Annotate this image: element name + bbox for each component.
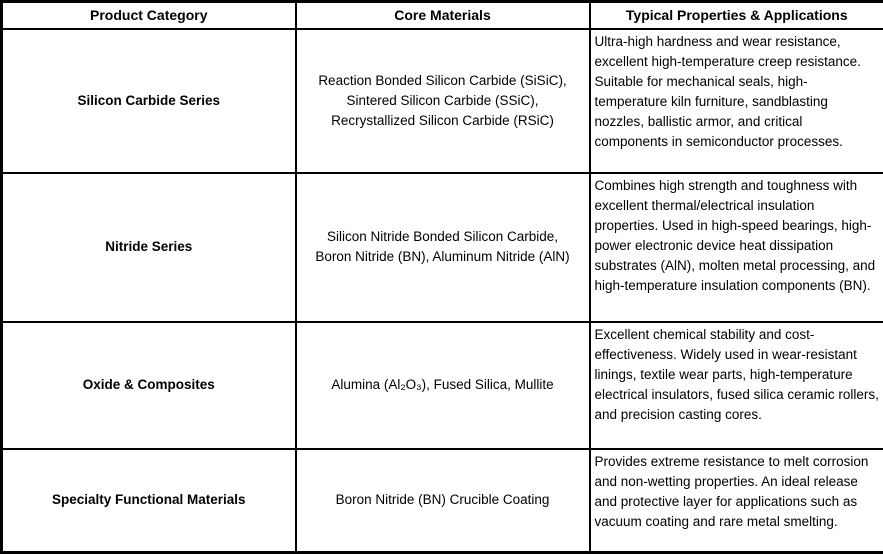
properties-cell: Provides extreme resistance to melt corr… xyxy=(590,449,883,553)
properties-cell: Combines high strength and toughness wit… xyxy=(590,173,883,322)
table-row-specialty-functional: Specialty Functional Materials Boron Nit… xyxy=(2,449,883,553)
properties-cell: Excellent chemical stability and cost-ef… xyxy=(590,322,883,449)
table-row-silicon-carbide: Silicon Carbide Series Reaction Bonded S… xyxy=(2,29,883,173)
category-cell: Silicon Carbide Series xyxy=(2,29,296,173)
category-cell: Oxide & Composites xyxy=(2,322,296,449)
header-row: Product Category Core Materials Typical … xyxy=(2,2,883,29)
table-row-nitride: Nitride Series Silicon Nitride Bonded Si… xyxy=(2,173,883,322)
properties-cell: Ultra-high hardness and wear resistance,… xyxy=(590,29,883,173)
table-row-oxide-composites: Oxide & Composites Alumina (Al₂O₃), Fuse… xyxy=(2,322,883,449)
header-core-materials: Core Materials xyxy=(296,2,590,29)
materials-cell: Silicon Nitride Bonded Silicon Carbide, … xyxy=(296,173,590,322)
materials-cell: Alumina (Al₂O₃), Fused Silica, Mullite xyxy=(296,322,590,449)
materials-cell: Reaction Bonded Silicon Carbide (SiSiC),… xyxy=(296,29,590,173)
category-cell: Specialty Functional Materials xyxy=(2,449,296,553)
category-cell: Nitride Series xyxy=(2,173,296,322)
materials-cell: Boron Nitride (BN) Crucible Coating xyxy=(296,449,590,553)
header-typical-properties: Typical Properties & Applications xyxy=(590,2,883,29)
header-product-category: Product Category xyxy=(2,2,296,29)
